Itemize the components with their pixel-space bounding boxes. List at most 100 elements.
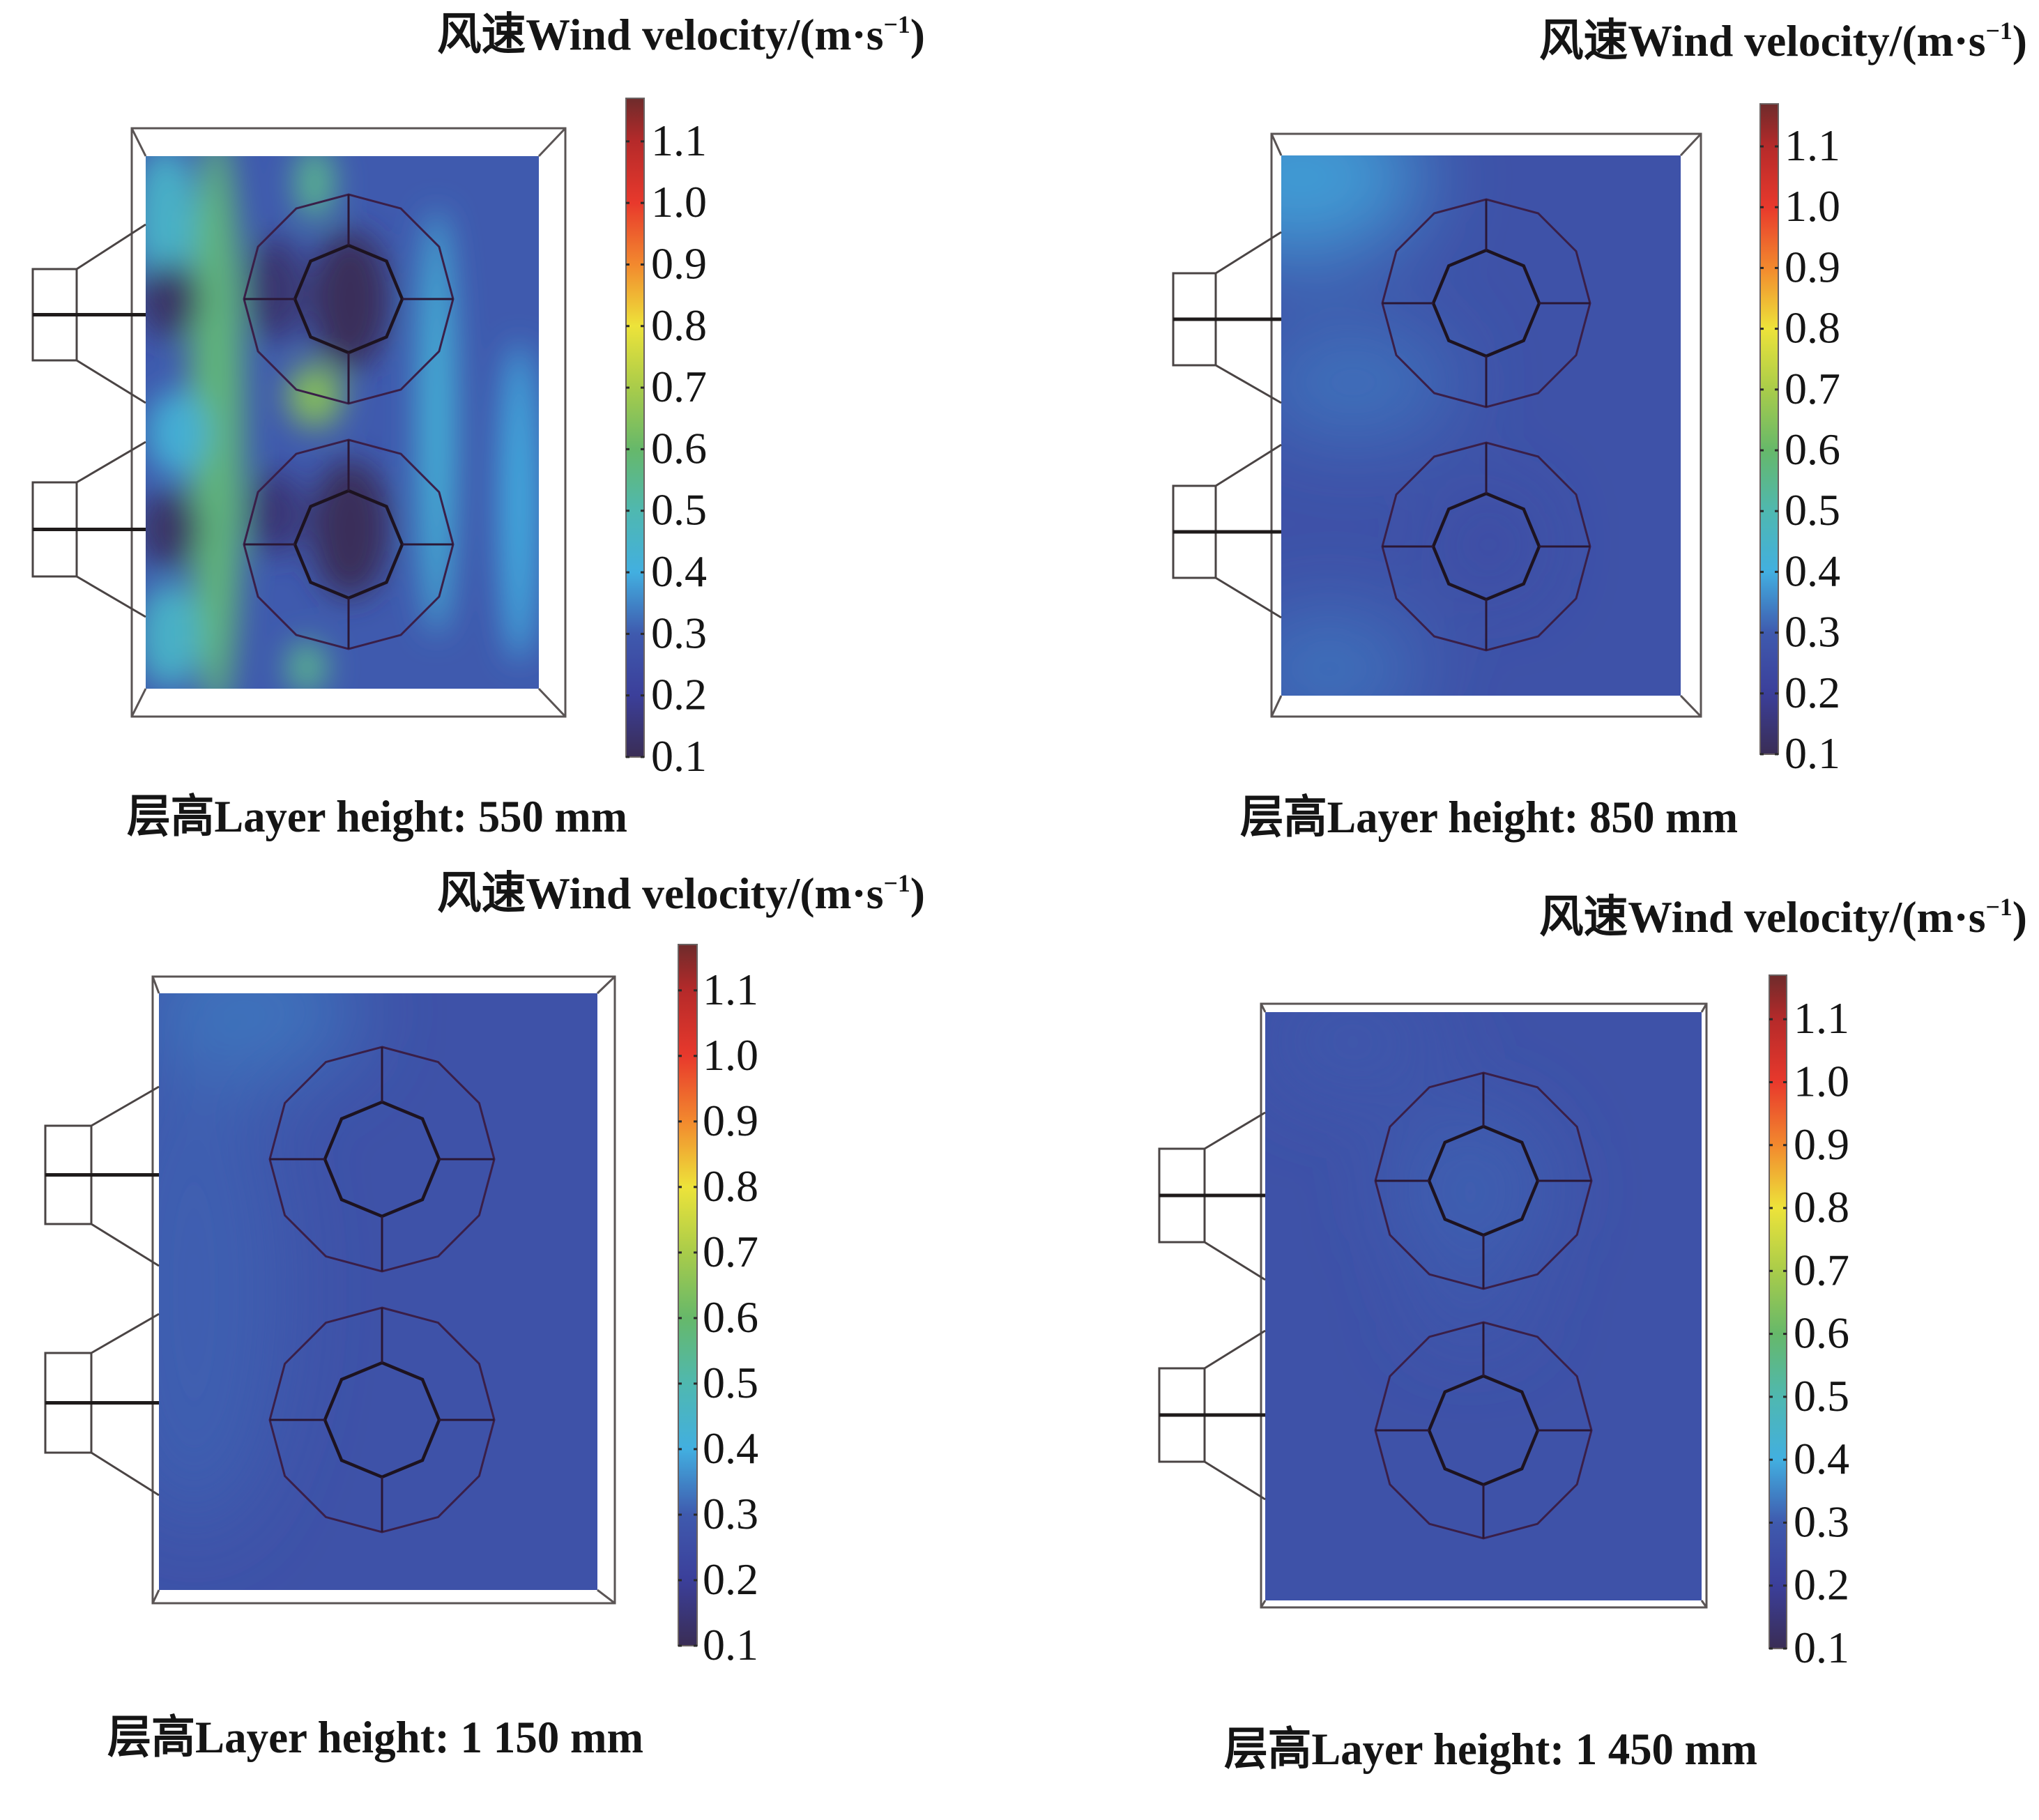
frame-bevel-line bbox=[1270, 133, 1283, 156]
ring-1 bbox=[243, 193, 455, 405]
field-region bbox=[310, 230, 390, 369]
inlet-funnel-line bbox=[91, 1085, 160, 1127]
colorbar-tick-label: 0.2 bbox=[1794, 1560, 1849, 1609]
inlet-duct-1 bbox=[31, 223, 146, 404]
colorbar-tick-label: 0.4 bbox=[703, 1423, 758, 1473]
inlet-duct-2 bbox=[1172, 443, 1282, 619]
velocity-field bbox=[1281, 155, 1681, 696]
layer-height-caption: 层高Layer height: 550 mm bbox=[127, 792, 627, 842]
colorbar-tick-label: 0.4 bbox=[651, 546, 707, 596]
frame-bevel-line bbox=[597, 1589, 616, 1605]
colorbar-tick-label: 0.3 bbox=[1794, 1497, 1849, 1546]
colorbar-title-main: 风速Wind velocity/(m·s bbox=[437, 10, 884, 59]
inlet-funnel-line bbox=[1215, 364, 1282, 404]
field-region bbox=[146, 390, 209, 476]
colorbar-tick-label: 0.2 bbox=[1785, 668, 1840, 717]
field-region bbox=[146, 491, 201, 567]
colorbar-border bbox=[625, 98, 645, 758]
colorbar-gradient bbox=[1769, 975, 1787, 1649]
inlet-duct-2 bbox=[44, 1313, 160, 1497]
colorbar-tick-label: 0.2 bbox=[703, 1554, 758, 1604]
field-region bbox=[146, 582, 201, 689]
colorbar-title-superscript: −1 bbox=[884, 869, 910, 897]
field-region bbox=[1418, 1276, 1523, 1336]
colorbar: 0.1 0.2 0.3 0.4 0.5 0.6 0.7 0.8 0.9 1.0 1.1 bbox=[1759, 103, 1840, 778]
ring-2 bbox=[243, 438, 455, 650]
field-region bbox=[1281, 614, 1417, 696]
colorbar-title-main: 风速Wind velocity/(m·s bbox=[1539, 892, 1986, 942]
colorbar-gradient bbox=[678, 945, 697, 1646]
colorbar-tick-label: 0.7 bbox=[651, 362, 707, 411]
field-region bbox=[499, 342, 539, 662]
colorbar-tick-label: 0.6 bbox=[1785, 425, 1840, 474]
colorbar-tick-label: 0.6 bbox=[651, 423, 707, 473]
colorbar-tick-label: 0.4 bbox=[1794, 1434, 1849, 1483]
field-region bbox=[247, 236, 303, 343]
frame-bevel-line bbox=[130, 128, 147, 157]
field-region bbox=[146, 262, 201, 337]
inlet-funnel-line bbox=[76, 441, 146, 484]
frame-bevel-line bbox=[130, 688, 147, 717]
colorbar-tick-label: 0.8 bbox=[651, 300, 707, 350]
inlet-funnel-line bbox=[76, 575, 146, 618]
colorbar-title-close: ) bbox=[2013, 16, 2027, 66]
frame-bevel-line bbox=[1260, 1003, 1267, 1013]
field-region bbox=[1281, 155, 1421, 259]
colorbar-title-close: ) bbox=[910, 10, 925, 59]
colorbar-tick-label: 1.1 bbox=[1785, 121, 1840, 170]
colorbar-tick-label: 0.4 bbox=[1785, 546, 1840, 595]
colorbar-tick-label: 0.8 bbox=[1785, 303, 1840, 353]
colorbar-title-main: 风速Wind velocity/(m·s bbox=[437, 869, 884, 918]
field-region bbox=[159, 993, 357, 1083]
inlet-duct-1 bbox=[1172, 231, 1282, 404]
colorbar-tick-label: 0.3 bbox=[1785, 607, 1840, 657]
field-region bbox=[295, 156, 335, 220]
field-region bbox=[159, 1053, 282, 1531]
colorbar-tick-label: 0.2 bbox=[651, 670, 707, 719]
colorbar-title-close: ) bbox=[2013, 892, 2027, 942]
colorbar-title-superscript: −1 bbox=[1986, 17, 2013, 45]
inlet-funnel-line bbox=[1204, 1111, 1266, 1150]
field-region bbox=[310, 459, 390, 599]
ring-1 bbox=[268, 1046, 496, 1273]
ring-2 bbox=[1381, 441, 1591, 652]
colorbar-tick-label: 0.3 bbox=[651, 608, 707, 657]
field-region bbox=[189, 156, 244, 689]
inlet-funnel-line bbox=[1215, 576, 1282, 619]
colorbar-tick-label: 0.1 bbox=[1794, 1623, 1849, 1672]
ring-1 bbox=[1374, 1071, 1593, 1290]
layer-height-caption: 层高Layer height: 1 450 mm bbox=[1224, 1725, 1757, 1775]
frame-bevel-line bbox=[1700, 1600, 1708, 1608]
colorbar-tick-label: 0.6 bbox=[703, 1292, 758, 1342]
field-region bbox=[287, 641, 327, 689]
frame-bevel-line bbox=[1679, 132, 1702, 157]
frame-bevel-line bbox=[151, 1589, 160, 1604]
colorbar-tick-label: 1.0 bbox=[1794, 1056, 1849, 1106]
colorbar-tick-label: 0.8 bbox=[703, 1161, 758, 1211]
frame-bevel-line bbox=[1260, 1600, 1267, 1608]
colorbar-tick-label: 1.1 bbox=[1794, 993, 1849, 1043]
panel-550: 风速Wind velocity/(m·s−1)0.10.20.30.40.50.… bbox=[31, 10, 925, 842]
colorbar-tick-label: 0.7 bbox=[1785, 364, 1840, 413]
colorbar-title: 风速Wind velocity/(m·s−1) bbox=[1539, 16, 2027, 66]
layer-height-caption: 层高Layer height: 850 mm bbox=[1240, 793, 1738, 843]
colorbar-tick-label: 0.9 bbox=[703, 1096, 758, 1145]
ring-2 bbox=[1374, 1321, 1593, 1540]
colorbar-tick-label: 0.5 bbox=[1785, 485, 1840, 535]
ring-1 bbox=[1381, 198, 1591, 408]
colorbar-title-superscript: −1 bbox=[884, 10, 910, 38]
inlet-funnel-line bbox=[91, 1223, 160, 1267]
colorbar-title-main: 风速Wind velocity/(m·s bbox=[1539, 16, 1986, 66]
inlet-duct-2 bbox=[31, 441, 146, 618]
panel-850: 风速Wind velocity/(m·s−1)0.10.20.30.40.50.… bbox=[1172, 16, 2027, 843]
field-region bbox=[1449, 501, 1529, 588]
inlet-duct-2 bbox=[1158, 1329, 1266, 1501]
inlet-funnel-line bbox=[91, 1451, 160, 1497]
field-region bbox=[287, 363, 342, 428]
frame-bevel-line bbox=[1700, 1003, 1708, 1013]
inlet-funnel-line bbox=[1204, 1329, 1266, 1370]
inlet-funnel-line bbox=[76, 223, 146, 270]
frame-bevel-line bbox=[151, 976, 160, 994]
colorbar-tick-label: 0.3 bbox=[703, 1489, 758, 1538]
